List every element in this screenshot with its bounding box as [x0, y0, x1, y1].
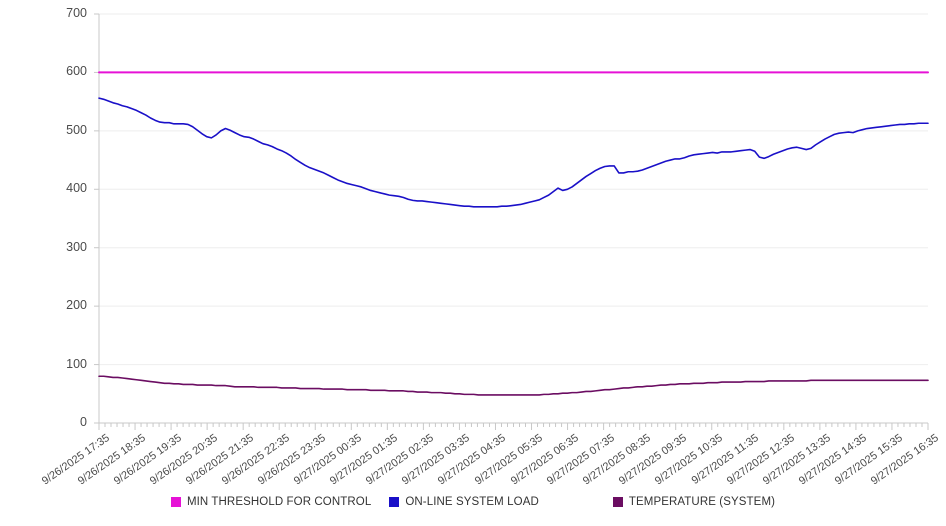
y-axis-tick-label: 500: [66, 122, 87, 137]
legend-color-swatch: [389, 497, 400, 507]
legend-item-label: MIN THRESHOLD FOR CONTROL: [186, 496, 372, 508]
y-axis-tick-label: 100: [66, 356, 87, 371]
series-line: [98, 97, 929, 208]
legend-color-swatch: [612, 497, 623, 507]
y-axis-tick-label: 200: [66, 298, 87, 313]
x-axis-minor-ticks: [98, 423, 929, 430]
series-line: [98, 375, 929, 396]
y-axis-tick-label: 600: [66, 64, 87, 79]
y-axis-tick-marks: [94, 13, 99, 424]
y-axis-tick-label: 0: [80, 415, 87, 429]
legend-item[interactable]: MIN THRESHOLD FOR CONTROL: [170, 496, 372, 508]
series-lines-group: [98, 71, 929, 396]
y-axis-tick-label: 300: [66, 239, 87, 254]
legend-item-label: TEMPERATURE (SYSTEM): [628, 496, 776, 508]
y-axis-tick-label: 400: [66, 181, 87, 196]
chart-legend: MIN THRESHOLD FOR CONTROL ON-LINE SYSTEM …: [0, 496, 946, 508]
axis-lines-group: [98, 14, 928, 424]
legend-color-swatch: [170, 497, 181, 507]
y-axis-tick-label: 700: [66, 6, 87, 20]
legend-item[interactable]: ON-LINE SYSTEM LOAD: [389, 496, 539, 508]
gridlines-group: [99, 13, 928, 424]
legend-item[interactable]: TEMPERATURE (SYSTEM): [612, 496, 776, 508]
legend-item-label: ON-LINE SYSTEM LOAD: [405, 496, 539, 508]
